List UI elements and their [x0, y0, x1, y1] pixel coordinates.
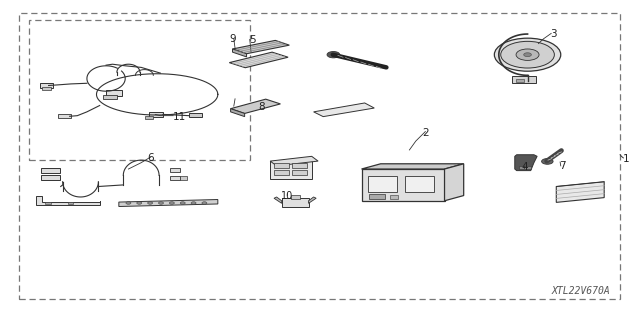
- Polygon shape: [515, 155, 537, 171]
- Text: 10: 10: [281, 191, 293, 201]
- Circle shape: [148, 202, 153, 204]
- Circle shape: [137, 202, 142, 204]
- Polygon shape: [232, 49, 246, 57]
- Circle shape: [516, 49, 539, 60]
- Bar: [103, 95, 117, 99]
- Bar: [106, 90, 122, 96]
- Polygon shape: [230, 109, 244, 117]
- Polygon shape: [362, 164, 464, 169]
- Bar: [292, 163, 307, 168]
- Polygon shape: [270, 156, 318, 166]
- Circle shape: [159, 202, 164, 204]
- Polygon shape: [314, 103, 374, 117]
- Bar: [189, 114, 202, 117]
- Polygon shape: [230, 99, 280, 114]
- Circle shape: [170, 202, 174, 204]
- Circle shape: [180, 202, 185, 204]
- Text: 9: 9: [229, 34, 236, 44]
- Circle shape: [202, 202, 207, 204]
- Bar: [170, 168, 179, 172]
- Text: 3: 3: [550, 29, 556, 39]
- Bar: [390, 196, 398, 199]
- Text: 1: 1: [623, 154, 630, 165]
- Polygon shape: [229, 52, 288, 68]
- Bar: [58, 114, 71, 118]
- Bar: [145, 116, 153, 119]
- Circle shape: [126, 202, 131, 204]
- Bar: [68, 202, 73, 204]
- Bar: [179, 176, 187, 180]
- Text: XTL22V670A: XTL22V670A: [552, 286, 611, 296]
- Text: 5: 5: [250, 35, 256, 45]
- Polygon shape: [308, 197, 316, 203]
- Bar: [369, 194, 385, 198]
- Text: 7: 7: [559, 161, 566, 171]
- Bar: [292, 170, 307, 175]
- Text: 4: 4: [521, 162, 527, 173]
- Circle shape: [524, 53, 531, 56]
- Bar: [519, 167, 531, 169]
- Bar: [274, 170, 289, 175]
- Polygon shape: [119, 199, 218, 206]
- Bar: [41, 168, 60, 174]
- Bar: [41, 175, 60, 180]
- Polygon shape: [445, 164, 464, 201]
- Text: 8: 8: [258, 102, 264, 112]
- Circle shape: [494, 38, 561, 71]
- Bar: [405, 176, 434, 192]
- Bar: [516, 78, 524, 82]
- Circle shape: [327, 51, 340, 58]
- Bar: [42, 87, 51, 90]
- Bar: [45, 202, 51, 204]
- Polygon shape: [362, 169, 445, 201]
- Text: 11: 11: [173, 112, 186, 122]
- Circle shape: [191, 202, 196, 204]
- Bar: [170, 176, 179, 180]
- Bar: [368, 176, 397, 192]
- Circle shape: [541, 159, 553, 164]
- Bar: [511, 76, 536, 83]
- Polygon shape: [36, 196, 100, 204]
- Polygon shape: [556, 182, 604, 202]
- Polygon shape: [232, 41, 289, 54]
- Bar: [40, 83, 53, 88]
- Text: 2: 2: [422, 128, 429, 137]
- Bar: [291, 195, 300, 199]
- Polygon shape: [274, 197, 282, 203]
- Bar: [282, 198, 308, 206]
- Circle shape: [500, 41, 554, 68]
- Bar: [149, 112, 163, 117]
- Text: 6: 6: [147, 153, 154, 163]
- Bar: [274, 163, 289, 168]
- Polygon shape: [270, 161, 312, 179]
